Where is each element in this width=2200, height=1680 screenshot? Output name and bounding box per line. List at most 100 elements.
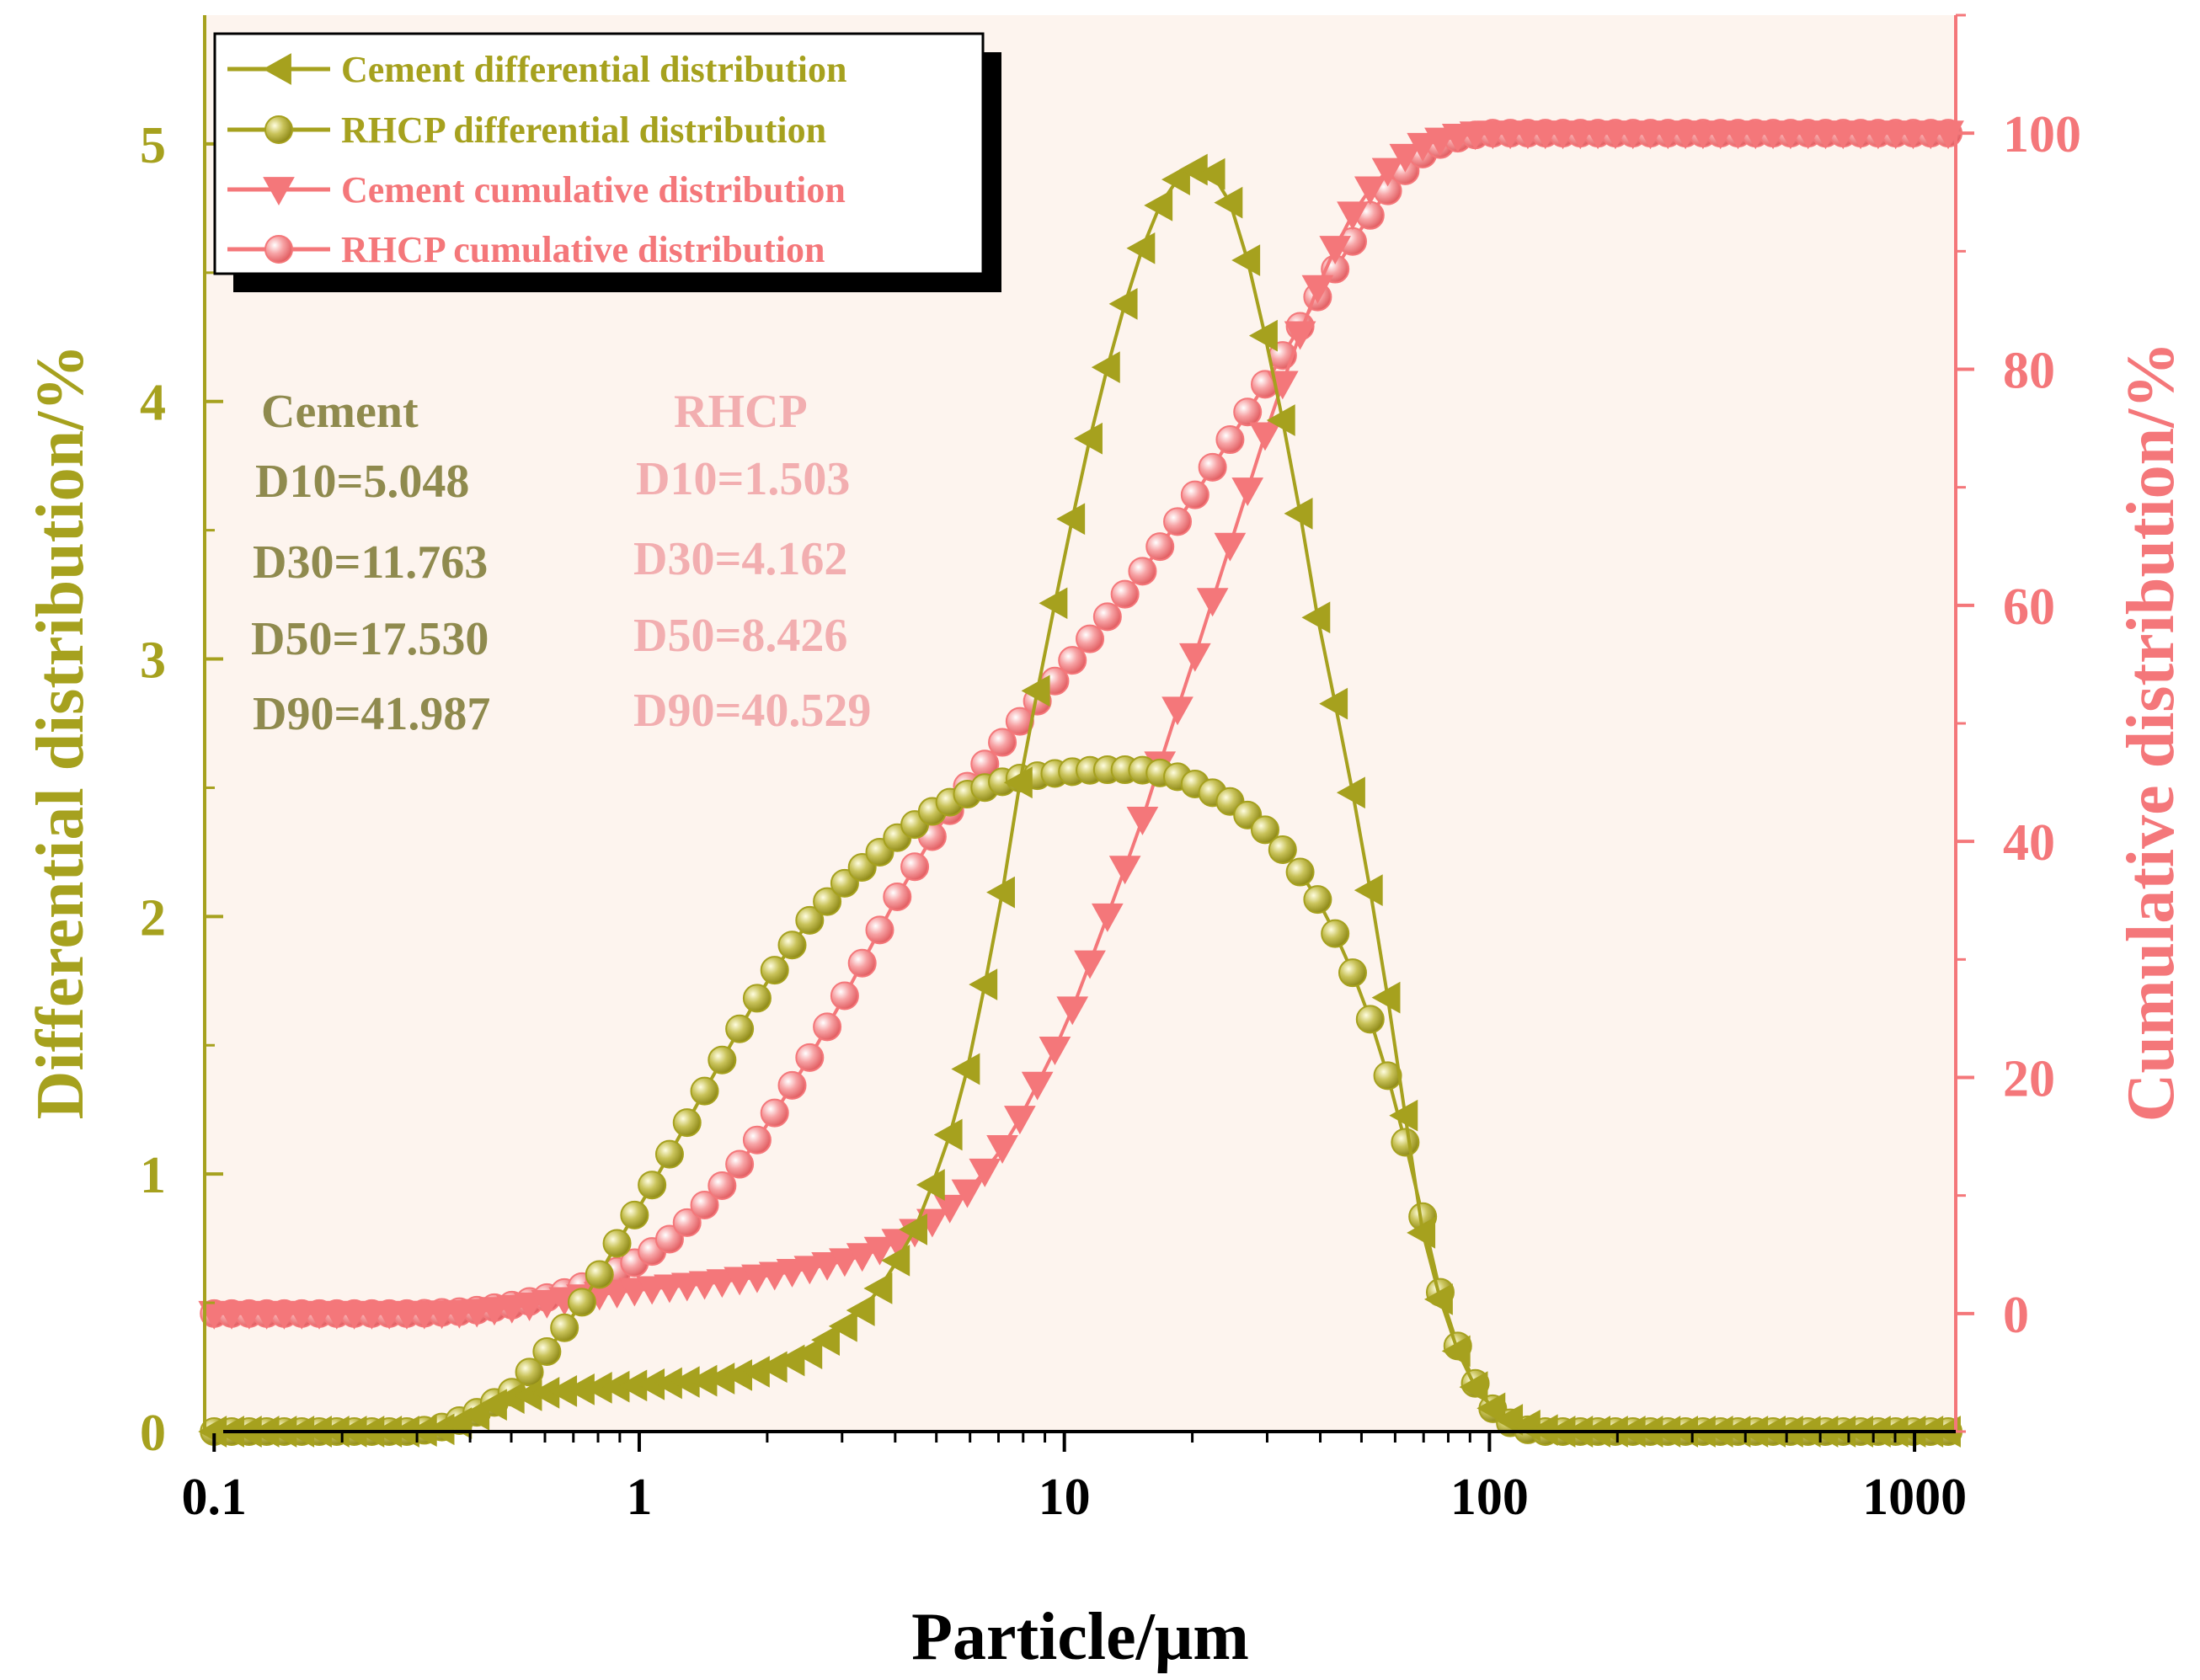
legend-label-rhcp-differential: RHCP differential distribution [341, 109, 826, 151]
data-point [1180, 480, 1209, 509]
data-point [777, 1070, 807, 1100]
y2-tick-label: 0 [2003, 1287, 2029, 1344]
data-point [1268, 835, 1297, 865]
data-point [1214, 186, 1243, 219]
x-tick-label: 10 [1039, 1469, 1091, 1526]
y-tick-label: 2 [140, 889, 166, 947]
rhcp-d50: D50=8.426 [633, 610, 847, 662]
legend-label-cement-differential: Cement differential distribution [341, 49, 847, 90]
data-point [829, 1248, 861, 1277]
data-point [846, 1243, 878, 1272]
data-point [725, 1014, 755, 1043]
data-point [1003, 766, 1033, 799]
data-point [1108, 856, 1141, 885]
d-value-annotations: Cement D10=5.048 D30=11.763 D50=17.530 D… [251, 386, 871, 740]
data-point [1284, 321, 1316, 350]
data-point [811, 1251, 843, 1281]
data-point [1407, 132, 1439, 162]
data-point [813, 887, 842, 916]
data-point [1266, 404, 1295, 436]
data-point [1076, 624, 1105, 653]
data-point [988, 728, 1017, 757]
data-point [1198, 452, 1227, 482]
data-point [1337, 201, 1369, 231]
data-point [1058, 646, 1087, 675]
legend: Cement differential distribution RHCP di… [213, 32, 1001, 292]
data-point [1407, 1217, 1436, 1249]
data-point [1373, 1061, 1402, 1091]
cement-stats-title: Cement [261, 386, 419, 438]
data-point [1371, 157, 1404, 187]
data-point [793, 1256, 826, 1285]
y-tick-label: 4 [140, 375, 166, 432]
data-point [515, 1357, 544, 1387]
series-cement-cumulative-distribution [198, 120, 1964, 1330]
data-point [1423, 1283, 1453, 1315]
cement-d10: D10=5.048 [255, 456, 469, 508]
data-point [1251, 815, 1280, 845]
data-point [811, 1324, 841, 1357]
data-point [777, 931, 807, 960]
data-point [969, 1158, 1001, 1187]
data-point [1039, 587, 1068, 620]
data-point [1110, 579, 1140, 609]
data-point [725, 1149, 755, 1179]
data-point [1178, 643, 1211, 672]
y2-tick-label: 60 [2003, 579, 2055, 636]
legend-swatch-marker [262, 53, 291, 85]
data-point [708, 1171, 737, 1201]
x-axis-title: Particle/μm [911, 1600, 1249, 1674]
x-tick-label: 100 [1450, 1469, 1529, 1526]
legend-box [213, 32, 985, 275]
data-point [620, 1200, 649, 1229]
series-layer [198, 119, 1964, 1448]
rhcp-d10: D10=1.503 [636, 453, 850, 505]
data-point [847, 948, 877, 978]
data-point [1424, 127, 1456, 157]
data-point [672, 1108, 702, 1138]
data-point [585, 1260, 614, 1289]
data-point [1354, 874, 1383, 907]
y-tick-label: 0 [140, 1405, 166, 1462]
data-point [602, 1229, 632, 1258]
data-point [1319, 236, 1352, 265]
y-tick-label: 1 [140, 1147, 166, 1204]
data-point [1074, 950, 1106, 979]
x-tick-label: 0.1 [181, 1469, 247, 1526]
rhcp-d30: D30=4.162 [633, 533, 847, 585]
y2-tick-label: 100 [2003, 106, 2081, 163]
data-point [1355, 1005, 1385, 1034]
data-point [883, 883, 912, 912]
legend-swatch-marker [264, 235, 293, 264]
data-point [708, 1045, 737, 1075]
cement-d30: D30=11.763 [253, 536, 488, 589]
data-point [830, 981, 859, 1011]
data-point [742, 1125, 772, 1155]
y-tick-label: 5 [140, 117, 166, 174]
data-point [1338, 958, 1367, 988]
ticks-layer: 0.1 1 10 100 1000 0 1 2 3 4 5 0 20 40 60 80 100 [140, 13, 2081, 1526]
cement-d90: D90=41.987 [253, 688, 490, 740]
data-point [1144, 189, 1173, 221]
data-point [1074, 422, 1103, 455]
y2-tick-label: 40 [2003, 814, 2055, 872]
data-point [654, 1139, 684, 1169]
data-point [690, 1076, 719, 1106]
data-point [986, 876, 1015, 909]
y2-axis-title: Cumulative distribution/% [2114, 342, 2188, 1123]
data-point [1354, 176, 1386, 205]
data-point [881, 1229, 914, 1258]
data-point [1126, 806, 1159, 835]
data-point [900, 852, 930, 882]
data-point [795, 1043, 825, 1072]
rhcp-d90: D90=40.529 [633, 685, 871, 737]
data-point [881, 1244, 910, 1277]
data-point [1233, 397, 1263, 427]
data-point [1459, 1371, 1488, 1403]
data-point [1231, 244, 1261, 276]
data-point [760, 956, 789, 985]
data-point [532, 1337, 562, 1367]
data-point [1371, 981, 1401, 1014]
data-point [951, 1179, 984, 1208]
